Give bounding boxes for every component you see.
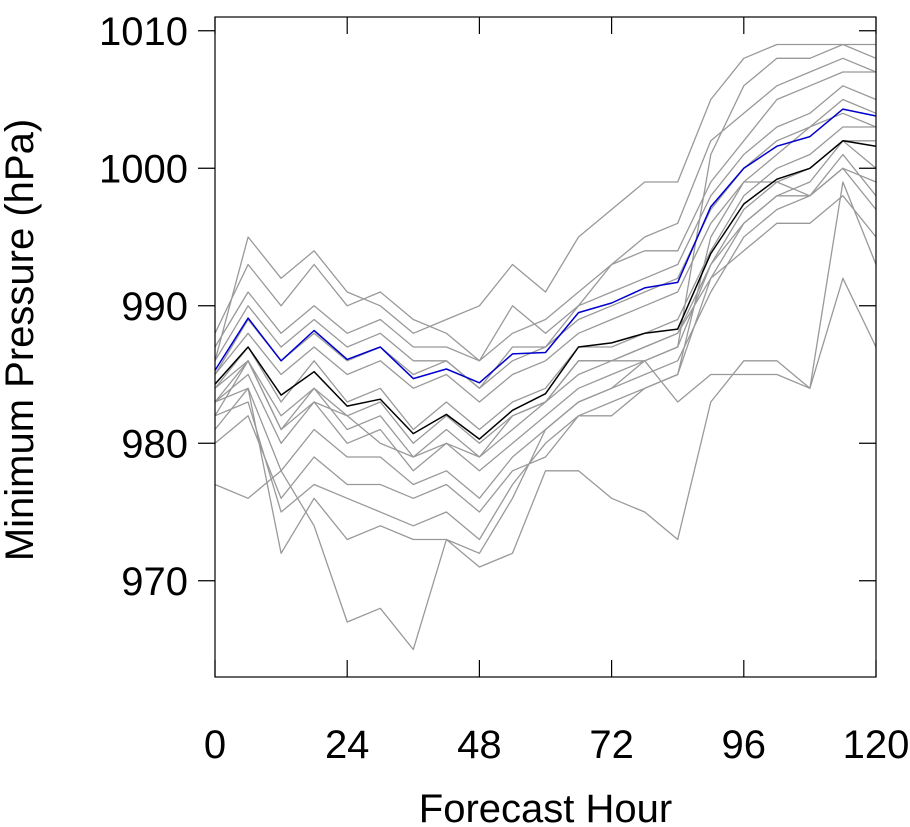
series-line-14: [214, 126, 876, 431]
series-line-13: [214, 153, 877, 499]
series-line-15: [214, 195, 877, 458]
series-line-8: [214, 71, 876, 362]
series-line-4: [214, 43, 877, 554]
x-tick-label: 0: [204, 723, 226, 767]
y-axis-title: Minimum Pressure (hPa): [0, 119, 42, 561]
series-line-6: [214, 167, 877, 541]
x-axis-title: Forecast Hour: [419, 787, 672, 827]
series-line-1: [214, 140, 877, 440]
series-line-16: [214, 112, 877, 389]
y-tick-label: 1010: [99, 10, 188, 54]
series-line-0: [214, 108, 877, 384]
x-tick-label: 120: [843, 723, 910, 767]
series-line-2: [214, 277, 877, 651]
series-line-17: [214, 167, 877, 444]
x-tick-label: 72: [589, 723, 634, 767]
series-line-3: [214, 43, 876, 361]
series-line-12: [214, 85, 877, 389]
y-tick-label: 970: [121, 560, 188, 604]
ticks-layer: 0 24 48 72 96 120 970 980 990 1000 1010: [99, 10, 909, 767]
series-line-11: [214, 140, 876, 472]
plot-frame: [214, 16, 877, 678]
y-tick-label: 1000: [99, 147, 188, 191]
series-line-5: [214, 57, 877, 362]
series-line-10: [214, 98, 877, 403]
y-tick-label: 980: [121, 422, 188, 466]
y-tick-label: 990: [121, 285, 188, 329]
series-layer: [214, 43, 877, 651]
x-tick-label: 24: [325, 723, 370, 767]
x-tick-label: 48: [457, 723, 502, 767]
x-tick-label: 96: [722, 723, 767, 767]
